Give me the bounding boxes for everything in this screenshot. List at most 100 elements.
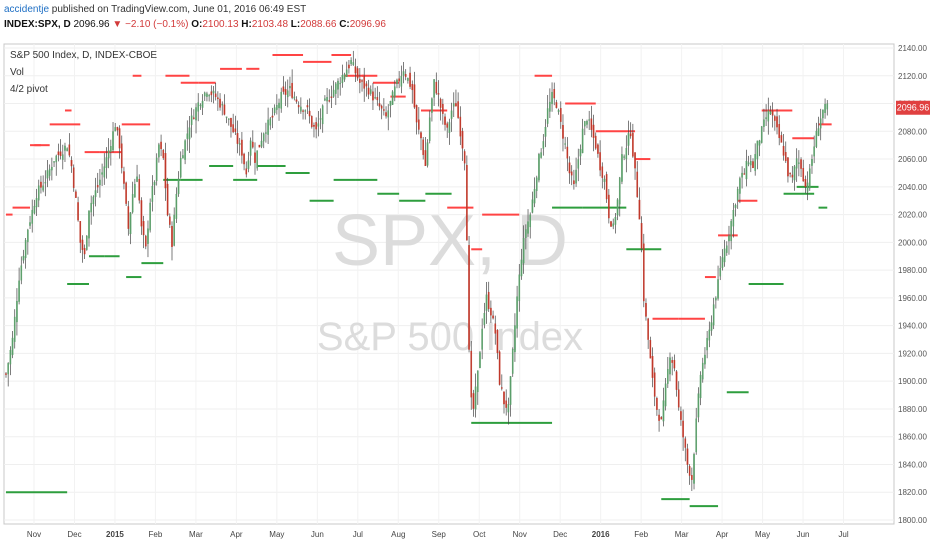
candle-body [136,176,138,182]
candle-body [335,83,337,94]
candle-body [276,105,278,110]
candle-body [774,116,776,121]
candle-body [767,110,770,122]
candle-body [280,91,283,109]
candle-body [776,116,778,128]
candle-body [634,152,636,169]
candle-body [234,128,237,132]
candle-body [612,223,615,227]
candle-body [564,143,566,145]
candle-body [418,119,420,130]
candle-body [332,89,335,97]
candle-body [719,268,722,277]
candle-body [66,148,68,152]
low-label: L: [290,19,301,30]
candle-body [747,162,750,165]
candle-body [431,98,433,113]
last-price-tag-text: 2096.96 [897,103,930,113]
candle-body [721,257,724,268]
candle-body [483,313,486,325]
high-label: H: [241,19,252,30]
candle-body [317,123,320,127]
chart-area[interactable]: SPX, D S&P 500 Index 2140.002120.002100.… [0,40,932,550]
candle-body [409,72,411,87]
author-link[interactable]: accidentje [4,4,50,15]
candle-body [509,376,512,405]
candle-body [252,141,254,148]
candle-body [496,329,499,353]
candle-body [262,133,265,142]
candle-body [793,166,796,181]
candle-body [490,307,492,316]
candle-body [723,248,726,263]
candle-body [815,130,818,147]
candle-body [291,82,293,98]
candle-body [86,236,88,250]
candle-body [105,157,108,168]
candle-body [455,103,457,107]
candle-body [27,229,29,242]
candle-body [48,168,51,176]
candle-body [302,110,304,112]
y-tick-label: 1800.00 [898,516,927,525]
candle-body [468,245,470,350]
candle-body [684,438,687,448]
candle-body [756,140,759,160]
candle-body [682,420,684,438]
x-tick-label: Apr [716,530,729,539]
candle-body [529,214,532,228]
candle-body [507,404,510,413]
candle-body [398,78,400,82]
candle-body [544,127,547,137]
last-price-tag-bg [896,100,930,115]
candle-body [699,374,702,399]
candle-body [608,194,610,219]
change-value: −2.10 (−0.1%) [125,19,189,30]
candle-body [51,166,53,171]
candle-body [435,81,438,94]
candle-body [701,362,704,380]
candle-body [610,221,612,227]
candle-body [55,155,58,163]
candle-body [697,393,700,418]
candle-body [784,152,787,162]
candle-body [614,216,617,225]
candle-body [284,89,287,95]
candle-body [11,337,14,356]
candle-body [70,160,73,167]
candle-body [415,105,418,123]
candle-body [40,181,42,188]
candle-body [750,161,752,166]
candle-body [708,329,711,341]
candle-body [300,106,302,112]
candle-body [243,153,245,165]
candle-body [806,182,809,192]
candle-body [90,202,92,213]
candle-body [367,87,370,95]
candle-body [193,117,195,119]
x-tick-label: 2016 [592,530,610,539]
price-chart[interactable]: SPX, D S&P 500 Index 2140.002120.002100.… [0,40,932,550]
candle-body [662,400,665,422]
candle-body [594,135,597,149]
candle-body [92,196,95,205]
candle-body [295,99,298,102]
candle-body [516,296,518,329]
candle-body [20,265,23,281]
candle-body [282,86,285,92]
candle-body [498,351,501,385]
candle-body [118,128,121,149]
y-tick-label: 1880.00 [898,405,927,414]
candle-body [16,300,18,323]
candle-body [345,69,348,78]
candle-body [144,235,147,247]
publish-text: published on TradingView.com, June 01, 2… [49,4,307,15]
close-value: 2096.96 [349,19,386,30]
candle-body [125,182,127,204]
candle-body [400,76,403,87]
candle-body [206,93,208,97]
candle-body [96,185,99,188]
candle-body [736,189,739,201]
candle-body [359,79,361,83]
candle-body [758,140,761,146]
